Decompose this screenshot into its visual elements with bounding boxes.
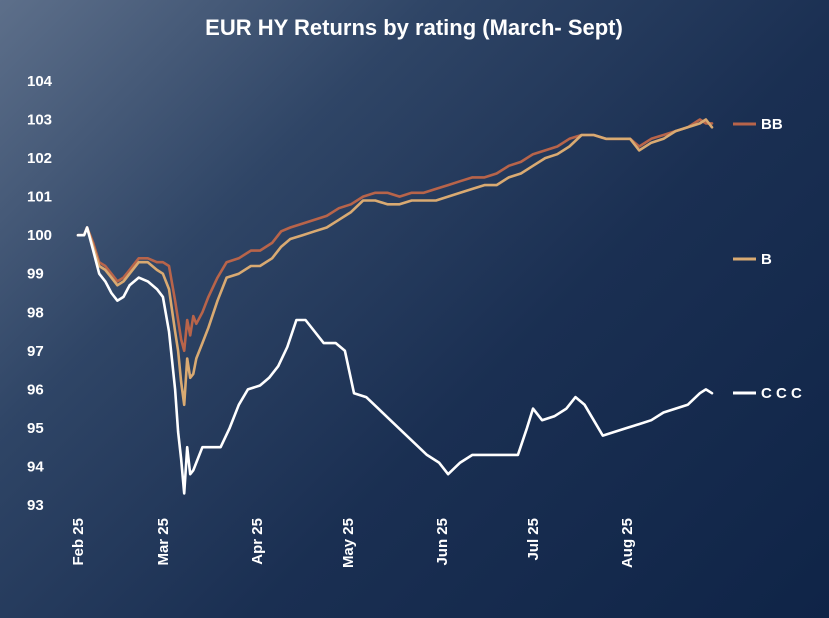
chart-title: EUR HY Returns by rating (March- Sept) <box>205 15 623 40</box>
x-tick-label: Mar 25 <box>155 518 172 566</box>
y-tick-label: 99 <box>27 266 44 283</box>
y-tick-label: 95 <box>27 420 44 437</box>
y-tick-label: 100 <box>27 227 52 244</box>
legend-label: BB <box>761 116 783 133</box>
y-tick-label: 101 <box>27 189 52 206</box>
series-line-2 <box>76 118 714 407</box>
y-tick-label: 103 <box>27 112 52 129</box>
x-tick-label: May 25 <box>340 518 357 568</box>
x-tick-label: Aug 25 <box>619 518 636 568</box>
x-tick-label: Apr 25 <box>249 518 266 565</box>
y-axis-ticks: 93 94 95 96 97 98 99 100 101 102 103 104 <box>27 73 53 514</box>
series-line-3 <box>76 226 714 495</box>
y-tick-label: 102 <box>27 150 52 167</box>
x-tick-label: Jul 25 <box>525 518 542 561</box>
x-axis-ticks: Feb 25 Mar 25 Apr 25 May 25 Jun 25 Jul 25 Aug … <box>70 518 636 568</box>
legend-label: C C C <box>761 385 802 402</box>
legend-label: B <box>761 251 772 268</box>
y-tick-label: 94 <box>27 458 44 475</box>
y-tick-label: 98 <box>27 304 44 321</box>
y-tick-label: 97 <box>27 343 44 360</box>
series-lines <box>76 118 714 495</box>
y-tick-label: 93 <box>27 497 44 514</box>
y-tick-label: 104 <box>27 73 53 90</box>
x-tick-label: Jun 25 <box>434 518 451 566</box>
x-tick-label: Feb 25 <box>70 518 87 566</box>
y-tick-label: 96 <box>27 381 44 398</box>
